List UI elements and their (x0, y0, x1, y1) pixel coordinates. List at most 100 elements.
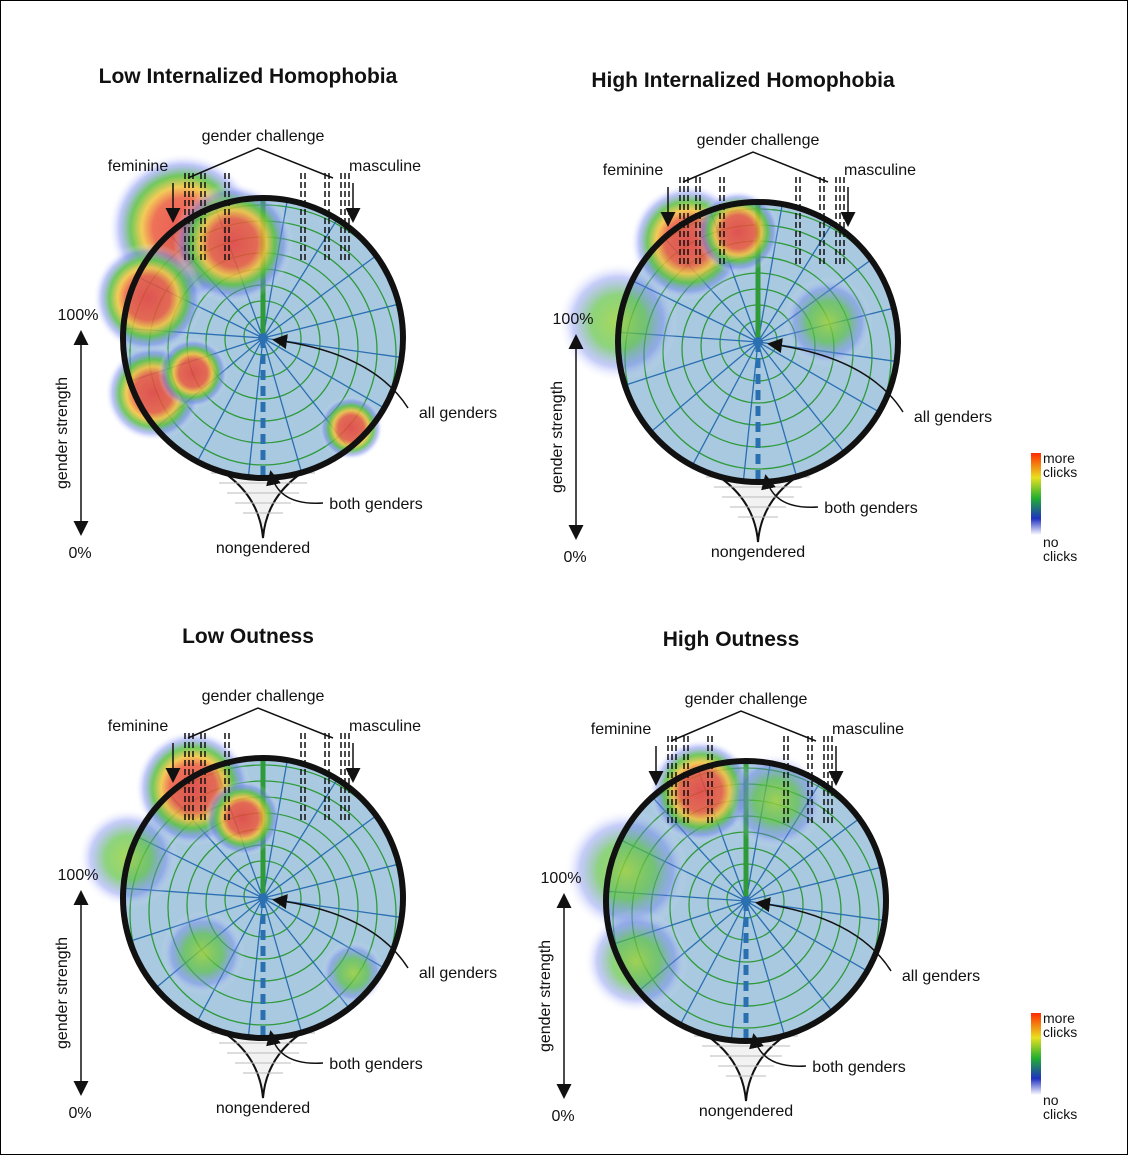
label: both genders (812, 1059, 905, 1076)
center-dot (753, 337, 763, 347)
direction-ray (241, 897, 264, 1038)
label: 0% (68, 545, 91, 562)
callout (187, 147, 334, 179)
axis-label: gender strength (54, 937, 71, 1049)
legend-min: no clicks (1043, 1092, 1078, 1122)
direction-ray (262, 337, 403, 439)
gender-circle-outline (615, 199, 901, 485)
heat-blob (584, 909, 688, 1013)
callout (272, 894, 409, 969)
label: 0% (563, 549, 586, 566)
center-dot (258, 333, 268, 343)
center-dot (741, 896, 751, 906)
direction-ray (736, 341, 759, 482)
legend-bar (1031, 1013, 1041, 1095)
panel: Low Outness gender challenge feminine mascu… (54, 625, 497, 1122)
heat-blob (564, 809, 688, 933)
panel: Low Internalized Homophobia gender challe… (54, 65, 497, 562)
direction-ray (757, 341, 898, 443)
label: 0% (68, 1105, 91, 1122)
label: feminine (603, 162, 664, 179)
axis-label: gender strength (54, 377, 71, 489)
label: feminine (108, 158, 169, 175)
label: nongendered (216, 540, 310, 557)
callout (266, 470, 324, 504)
callout (755, 897, 892, 972)
callout (187, 707, 334, 739)
callout (767, 338, 904, 413)
callout (266, 1030, 324, 1064)
direction-ray (262, 848, 403, 899)
direction-ray (724, 900, 747, 1041)
direction-ray (262, 897, 319, 1038)
legend-bar (1031, 453, 1041, 535)
callout (670, 710, 817, 742)
direction-ray (168, 337, 264, 478)
legend-max: more clicks (1043, 450, 1078, 480)
direction-ray (757, 202, 865, 343)
label: masculine (349, 718, 421, 735)
gender-circle-outline (120, 195, 406, 481)
panel: High Outness gender challenge feminine masc… (537, 628, 980, 1125)
direction-ray (262, 288, 403, 339)
direction-ray (618, 341, 759, 405)
gender-circle-outline (603, 758, 889, 1044)
axis-label: gender strength (549, 381, 566, 493)
label: masculine (832, 721, 904, 738)
gender-circle-outline (120, 755, 406, 1041)
label: gender challenge (697, 132, 820, 149)
label: nongendered (711, 544, 805, 561)
label: gender challenge (202, 128, 325, 145)
axis-label: gender strength (537, 940, 554, 1052)
heat-blob (158, 338, 228, 408)
direction-ray (262, 758, 299, 899)
heat-blob (783, 277, 873, 367)
callout (749, 1033, 807, 1067)
label: both genders (329, 1056, 422, 1073)
direction-ray (745, 900, 886, 1002)
heat-blob (321, 941, 385, 1005)
heatmap (564, 739, 824, 1013)
callout (272, 334, 409, 409)
direction-ray (262, 337, 403, 367)
label: all genders (902, 968, 980, 985)
heat-blob (205, 780, 281, 856)
legend-min: no clicks (1043, 534, 1078, 564)
direction-ray (241, 337, 264, 478)
heat-blob (161, 911, 245, 995)
callout (682, 151, 829, 183)
direction-ray (262, 897, 403, 927)
label: all genders (419, 405, 497, 422)
panel-title: High Internalized Homophobia (591, 69, 895, 92)
label: 100% (541, 870, 582, 887)
label: feminine (591, 721, 652, 738)
label: masculine (844, 162, 916, 179)
label: 100% (553, 311, 594, 328)
direction-ray (651, 900, 747, 1041)
panel-title: Low Internalized Homophobia (99, 65, 398, 88)
label: both genders (329, 496, 422, 513)
direction-ray (262, 337, 319, 478)
heat-blob (93, 243, 203, 353)
label: 0% (551, 1108, 574, 1125)
direction-ray (745, 900, 886, 930)
legend-max: more clicks (1043, 1010, 1078, 1040)
direction-ray (745, 851, 886, 902)
label: gender challenge (685, 691, 808, 708)
label: 100% (58, 307, 99, 324)
callout (761, 474, 819, 508)
panel-title: Low Outness (182, 625, 314, 648)
direction-ray (262, 198, 370, 339)
direction-ray (123, 897, 264, 961)
center-dot (258, 893, 268, 903)
label: 100% (58, 867, 99, 884)
direction-ray (262, 758, 370, 899)
heat-blob (728, 753, 824, 849)
direction-ray (757, 341, 814, 482)
label: both genders (824, 500, 917, 517)
panel: High Internalized Homophobia gender chall… (549, 69, 992, 566)
panel-title: High Outness (663, 628, 800, 651)
label: all genders (914, 409, 992, 426)
heat-blob (319, 396, 383, 460)
